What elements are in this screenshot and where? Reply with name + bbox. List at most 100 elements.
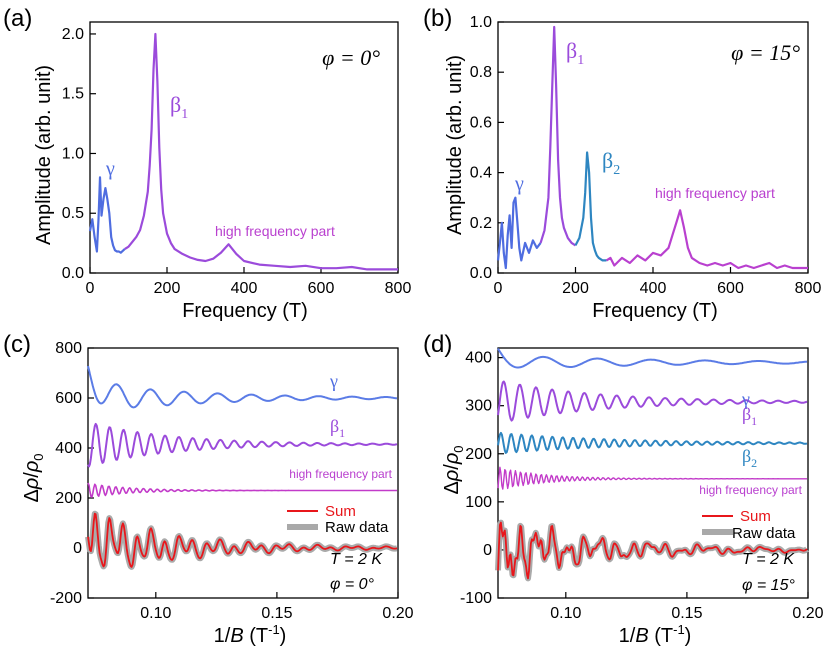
series-a-1 (124, 32, 398, 271)
xtick-label-b-4: 800 (795, 280, 822, 297)
xtick-label-b-1: 200 (562, 280, 589, 297)
label-c-high: high frequency part (289, 467, 392, 481)
temp-c: T = 2 K (330, 551, 383, 568)
ytick-label-a-3: 1.5 (62, 86, 84, 103)
xlabel-a: Frequency (T) (182, 300, 308, 322)
xtick-label-a-4: 800 (385, 280, 412, 297)
legend-c-sum: Sum (325, 503, 356, 520)
ytick-label-a-1: 0.5 (62, 205, 84, 222)
ytick-label-c-3: 400 (55, 440, 82, 457)
trace-d-beta2 (497, 431, 808, 454)
panel-c: 0.10 0.15 0.20 -200 0 200 400 600 800 (50, 340, 414, 622)
trace-c-sum (87, 512, 398, 568)
ytick-label-d-2: 100 (465, 494, 492, 511)
svg-text:β1: β1 (330, 416, 345, 440)
trace-c-gamma (87, 365, 398, 409)
trace-d-beta1 (497, 380, 808, 422)
trace-c-beta1 (87, 422, 398, 468)
svg-text:β2: β2 (602, 148, 620, 178)
label-d-gamma: γ (741, 389, 750, 409)
xtick-label-d-2: 0.20 (792, 605, 823, 622)
ytick-label-c-5: 800 (55, 340, 82, 357)
ytick-label-a-0: 0.0 (62, 265, 84, 282)
ytick-label-b-1: 0.2 (470, 215, 492, 232)
label-d-beta1: β1 (742, 404, 757, 428)
angle-d: φ = 15° (742, 577, 795, 594)
svg-text:1/B (T-1): 1/B (T-1) (214, 622, 287, 647)
angle-label-b: φ = 15° (731, 40, 800, 65)
ylabel-c: Δρ/ρ0 (21, 453, 46, 502)
panel-a: 0 200 400 600 800 0.0 0.5 1.0 1.5 2.0 (62, 21, 412, 297)
temp-d: T = 2 K (742, 551, 795, 568)
ytick-label-c-0: -200 (50, 590, 82, 607)
legend-d-sum: Sum (740, 508, 771, 525)
ytick-label-b-0: 0.0 (470, 265, 492, 282)
xtick-label-b-3: 600 (717, 280, 744, 297)
plot-frame-c (87, 347, 399, 599)
panel-label-d: (d) (423, 331, 452, 358)
ylabel-b: Amplitude (arb. unit) (444, 55, 466, 235)
svg-text:Δρ/ρ0: Δρ/ρ0 (21, 453, 46, 502)
annot-b-high: high frequency part (655, 185, 775, 201)
annot-a-gamma: γ (105, 158, 115, 180)
xtick-label-a-3: 600 (308, 280, 335, 297)
trace-d-high (497, 466, 807, 490)
xtick-label-a-0: 0 (86, 280, 95, 297)
ylabel-a: Amplitude (arb. unit) (33, 65, 55, 245)
ytick-label-b-4: 0.8 (470, 64, 492, 81)
plot-frame-d (497, 347, 809, 599)
xtick-label-b-2: 400 (640, 280, 667, 297)
svg-text:β2: β2 (742, 446, 757, 470)
annot-a-beta1: β1 (170, 92, 188, 122)
ytick-label-d-4: 300 (465, 398, 492, 415)
panel-b: 0 200 400 600 800 0.0 0.2 0.4 0.6 0.8 1.0 (470, 14, 822, 297)
xlabel-b: Frequency (T) (592, 300, 718, 322)
svg-text:β1: β1 (170, 92, 188, 122)
ytick-label-a-4: 2.0 (62, 26, 84, 43)
angle-label-a: φ = 0° (322, 45, 380, 70)
ytick-label-d-1: 0 (483, 542, 492, 559)
trace-c-high (87, 482, 397, 498)
panel-d: 0.10 0.15 0.20 -100 0 100 200 300 400 (460, 347, 824, 622)
ytick-label-c-1: 0 (73, 540, 82, 557)
xtick-label-c-1: 0.15 (261, 605, 292, 622)
svg-text:β1: β1 (566, 38, 584, 68)
ytick-label-a-2: 1.0 (62, 145, 84, 162)
ytick-label-d-0: -100 (460, 590, 492, 607)
series-b-0 (496, 196, 542, 270)
annot-b-beta2: β2 (602, 148, 620, 178)
ytick-label-c-4: 600 (55, 390, 82, 407)
ytick-label-c-2: 200 (55, 490, 82, 507)
trace-d-sum (497, 521, 808, 580)
xtick-label-a-1: 200 (154, 280, 181, 297)
xtick-label-b-0: 0 (494, 280, 503, 297)
legend-c-raw: Raw data (325, 519, 389, 536)
ylabel-d: Δρ/ρ0 (441, 445, 466, 494)
svg-text:Δρ/ρ0: Δρ/ρ0 (441, 445, 466, 494)
label-c-gamma: γ (329, 371, 338, 391)
ytick-label-d-3: 200 (465, 446, 492, 463)
annot-b-gamma: γ (514, 173, 524, 195)
series-b-1 (539, 25, 577, 247)
svg-text:1/B (T-1): 1/B (T-1) (619, 622, 692, 647)
trace-d-gamma (497, 347, 808, 369)
label-d-beta2: β2 (742, 446, 757, 470)
series-b-2 (574, 151, 607, 262)
annot-b-beta1: β1 (566, 38, 584, 68)
ytick-label-b-5: 1.0 (470, 14, 492, 31)
panel-label-a: (a) (3, 5, 32, 32)
series-b-3 (605, 209, 808, 270)
ytick-label-d-5: 400 (465, 350, 492, 367)
xtick-label-c-0: 0.10 (140, 605, 171, 622)
xtick-label-a-2: 400 (231, 280, 258, 297)
xlabel-d: 1/B (T-1) (619, 622, 692, 647)
xtick-label-c-2: 0.20 (382, 605, 413, 622)
panel-label-b: (b) (423, 5, 452, 32)
panel-label-c: (c) (3, 331, 31, 358)
xlabel-c: 1/B (T-1) (214, 622, 287, 647)
series-a-0 (88, 176, 126, 254)
label-c-beta1: β1 (330, 416, 345, 440)
angle-c: φ = 0° (330, 576, 375, 593)
label-d-high: high frequency part (699, 483, 802, 497)
